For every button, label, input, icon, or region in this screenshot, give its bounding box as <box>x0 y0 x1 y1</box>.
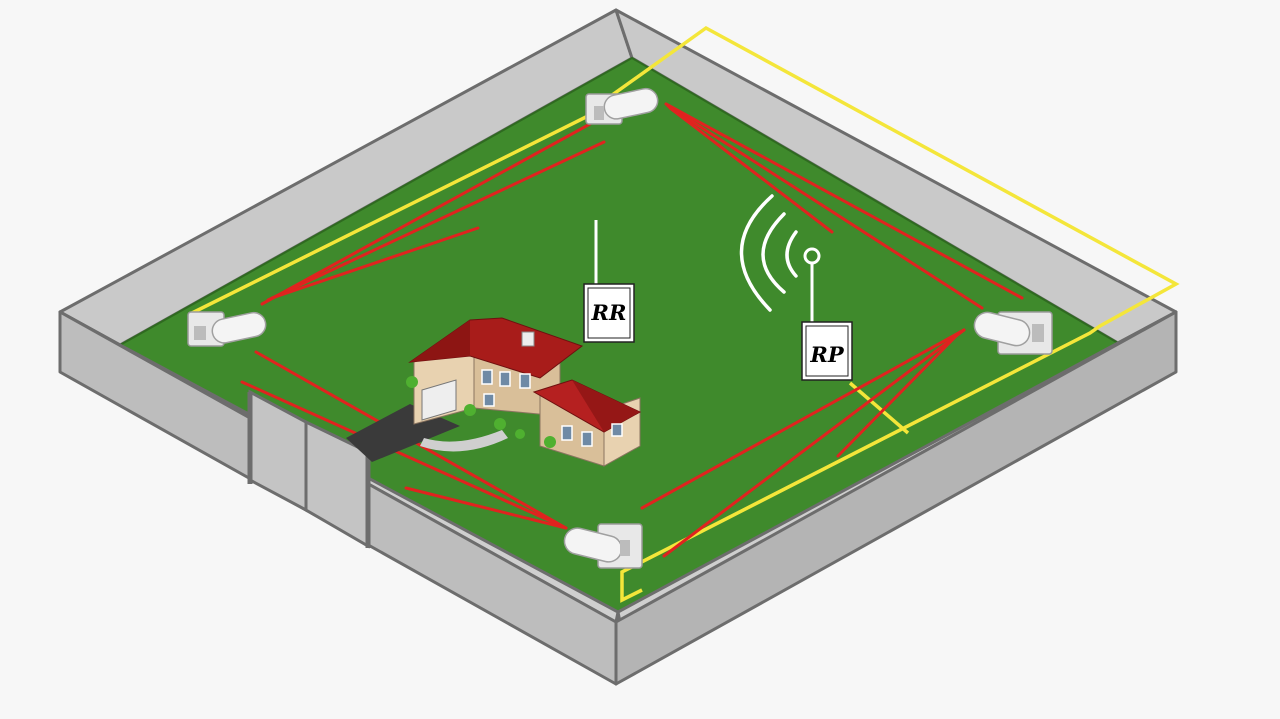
receiver-label: RR <box>591 300 627 325</box>
barrier-sensor-icon <box>973 311 1053 355</box>
panel-device: RP <box>739 194 853 381</box>
panel-box-icon <box>801 321 853 381</box>
barrier-sensor-icon <box>585 87 659 125</box>
barrier-sensor-icon <box>187 311 267 347</box>
panel-label: RP <box>809 342 844 367</box>
sensor-beams <box>240 102 1024 558</box>
gate-icon <box>247 389 371 549</box>
receiver-box-icon <box>583 283 635 343</box>
receiver-device: RR <box>583 220 635 343</box>
perimeter-wall-back <box>58 8 1178 347</box>
walkway <box>420 430 508 452</box>
house-icon <box>346 317 642 467</box>
wall-front-right-face <box>614 310 1178 686</box>
radio-waves-icon <box>739 194 798 312</box>
panel-cable-link <box>848 381 910 435</box>
barrier-sensor-icon <box>563 523 643 569</box>
